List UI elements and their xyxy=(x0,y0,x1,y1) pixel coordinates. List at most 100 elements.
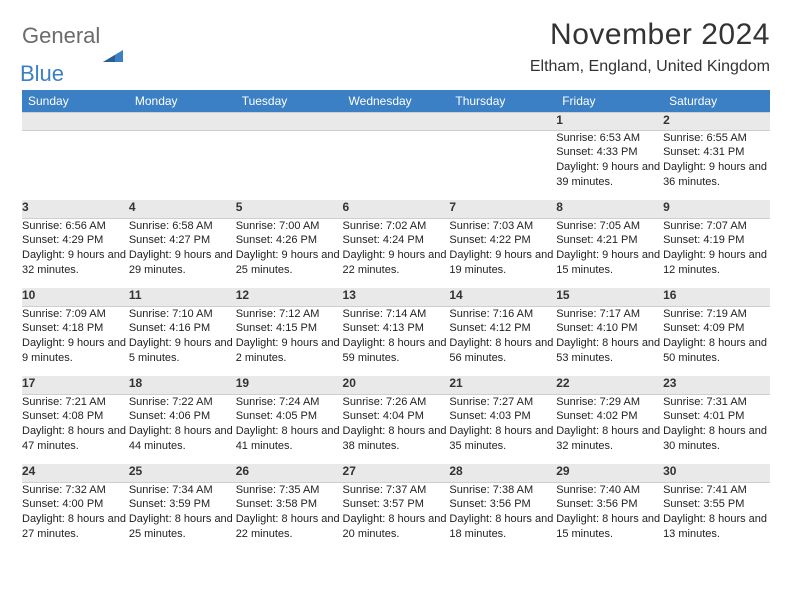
weekday-header: Sunday xyxy=(22,90,129,113)
day-number-cell: 14 xyxy=(449,288,556,306)
day-number-row: 24252627282930 xyxy=(22,464,770,482)
daylight-text: Daylight: 8 hours and 59 minutes. xyxy=(343,336,450,366)
weekday-header: Friday xyxy=(556,90,663,113)
day-number-cell: 16 xyxy=(663,288,770,306)
day-content-cell: Sunrise: 7:37 AMSunset: 3:57 PMDaylight:… xyxy=(343,482,450,552)
day-content-cell xyxy=(449,130,556,200)
sunrise-text: Sunrise: 7:19 AM xyxy=(663,307,770,322)
day-content-cell: Sunrise: 7:40 AMSunset: 3:56 PMDaylight:… xyxy=(556,482,663,552)
day-content-cell: Sunrise: 7:07 AMSunset: 4:19 PMDaylight:… xyxy=(663,218,770,288)
sunrise-text: Sunrise: 7:12 AM xyxy=(236,307,343,322)
daylight-text: Daylight: 9 hours and 25 minutes. xyxy=(236,248,343,278)
daylight-text: Daylight: 9 hours and 29 minutes. xyxy=(129,248,236,278)
daylight-text: Daylight: 9 hours and 2 minutes. xyxy=(236,336,343,366)
day-content-cell: Sunrise: 7:41 AMSunset: 3:55 PMDaylight:… xyxy=(663,482,770,552)
brand-triangle-icon xyxy=(103,46,123,66)
day-number-row: 10111213141516 xyxy=(22,288,770,306)
day-content-cell: Sunrise: 7:05 AMSunset: 4:21 PMDaylight:… xyxy=(556,218,663,288)
day-content-cell: Sunrise: 7:14 AMSunset: 4:13 PMDaylight:… xyxy=(343,306,450,376)
sunrise-text: Sunrise: 7:31 AM xyxy=(663,395,770,410)
sunrise-text: Sunrise: 7:05 AM xyxy=(556,219,663,234)
sunrise-text: Sunrise: 6:58 AM xyxy=(129,219,236,234)
day-number-row: 17181920212223 xyxy=(22,376,770,394)
day-number-cell xyxy=(449,112,556,130)
day-number-cell: 5 xyxy=(236,200,343,218)
daylight-text: Daylight: 8 hours and 30 minutes. xyxy=(663,424,770,454)
sunset-text: Sunset: 4:12 PM xyxy=(449,321,556,336)
daylight-text: Daylight: 9 hours and 19 minutes. xyxy=(449,248,556,278)
sunset-text: Sunset: 4:22 PM xyxy=(449,233,556,248)
sunset-text: Sunset: 4:05 PM xyxy=(236,409,343,424)
sunset-text: Sunset: 4:29 PM xyxy=(22,233,129,248)
day-number-cell xyxy=(236,112,343,130)
day-number-cell: 12 xyxy=(236,288,343,306)
sunset-text: Sunset: 4:24 PM xyxy=(343,233,450,248)
day-number-cell: 7 xyxy=(449,200,556,218)
day-number-cell xyxy=(129,112,236,130)
sunrise-text: Sunrise: 7:29 AM xyxy=(556,395,663,410)
weekday-header: Monday xyxy=(129,90,236,113)
day-number-cell xyxy=(343,112,450,130)
sunset-text: Sunset: 4:00 PM xyxy=(22,497,129,512)
daylight-text: Daylight: 8 hours and 53 minutes. xyxy=(556,336,663,366)
day-content-row: Sunrise: 7:21 AMSunset: 4:08 PMDaylight:… xyxy=(22,394,770,464)
day-number-cell: 2 xyxy=(663,112,770,130)
day-number-cell: 13 xyxy=(343,288,450,306)
sunset-text: Sunset: 3:56 PM xyxy=(556,497,663,512)
day-content-cell: Sunrise: 7:31 AMSunset: 4:01 PMDaylight:… xyxy=(663,394,770,464)
daylight-text: Daylight: 8 hours and 13 minutes. xyxy=(663,512,770,542)
sunset-text: Sunset: 4:08 PM xyxy=(22,409,129,424)
daylight-text: Daylight: 8 hours and 38 minutes. xyxy=(343,424,450,454)
sunrise-text: Sunrise: 7:07 AM xyxy=(663,219,770,234)
daylight-text: Daylight: 9 hours and 22 minutes. xyxy=(343,248,450,278)
daylight-text: Daylight: 8 hours and 25 minutes. xyxy=(129,512,236,542)
sunset-text: Sunset: 4:26 PM xyxy=(236,233,343,248)
day-content-cell: Sunrise: 7:02 AMSunset: 4:24 PMDaylight:… xyxy=(343,218,450,288)
sunset-text: Sunset: 4:02 PM xyxy=(556,409,663,424)
sunrise-text: Sunrise: 6:55 AM xyxy=(663,131,770,146)
day-number-cell: 25 xyxy=(129,464,236,482)
daylight-text: Daylight: 8 hours and 44 minutes. xyxy=(129,424,236,454)
day-content-cell: Sunrise: 7:21 AMSunset: 4:08 PMDaylight:… xyxy=(22,394,129,464)
sunrise-text: Sunrise: 7:41 AM xyxy=(663,483,770,498)
brand-text-general: General xyxy=(22,26,100,46)
sunset-text: Sunset: 4:31 PM xyxy=(663,145,770,160)
location-subtitle: Eltham, England, United Kingdom xyxy=(530,58,770,76)
day-content-cell xyxy=(236,130,343,200)
day-number-cell: 24 xyxy=(22,464,129,482)
daylight-text: Daylight: 8 hours and 27 minutes. xyxy=(22,512,129,542)
sunrise-text: Sunrise: 7:35 AM xyxy=(236,483,343,498)
day-content-cell: Sunrise: 7:09 AMSunset: 4:18 PMDaylight:… xyxy=(22,306,129,376)
daylight-text: Daylight: 9 hours and 9 minutes. xyxy=(22,336,129,366)
sunset-text: Sunset: 3:56 PM xyxy=(449,497,556,512)
sunrise-text: Sunrise: 7:38 AM xyxy=(449,483,556,498)
brand-text-blue: Blue xyxy=(20,64,100,84)
day-number-cell: 8 xyxy=(556,200,663,218)
day-content-row: Sunrise: 7:09 AMSunset: 4:18 PMDaylight:… xyxy=(22,306,770,376)
day-content-cell: Sunrise: 6:56 AMSunset: 4:29 PMDaylight:… xyxy=(22,218,129,288)
sunset-text: Sunset: 4:01 PM xyxy=(663,409,770,424)
sunrise-text: Sunrise: 7:40 AM xyxy=(556,483,663,498)
day-content-cell: Sunrise: 7:35 AMSunset: 3:58 PMDaylight:… xyxy=(236,482,343,552)
daylight-text: Daylight: 8 hours and 32 minutes. xyxy=(556,424,663,454)
daylight-text: Daylight: 8 hours and 18 minutes. xyxy=(449,512,556,542)
sunrise-text: Sunrise: 7:17 AM xyxy=(556,307,663,322)
weekday-header: Saturday xyxy=(663,90,770,113)
brand-logo: General Blue xyxy=(22,18,123,84)
day-number-cell: 23 xyxy=(663,376,770,394)
day-content-cell: Sunrise: 7:26 AMSunset: 4:04 PMDaylight:… xyxy=(343,394,450,464)
sunrise-text: Sunrise: 7:24 AM xyxy=(236,395,343,410)
daylight-text: Daylight: 8 hours and 35 minutes. xyxy=(449,424,556,454)
day-content-cell: Sunrise: 7:27 AMSunset: 4:03 PMDaylight:… xyxy=(449,394,556,464)
daylight-text: Daylight: 8 hours and 22 minutes. xyxy=(236,512,343,542)
day-content-cell: Sunrise: 6:53 AMSunset: 4:33 PMDaylight:… xyxy=(556,130,663,200)
month-title: November 2024 xyxy=(530,18,770,52)
day-content-cell: Sunrise: 6:58 AMSunset: 4:27 PMDaylight:… xyxy=(129,218,236,288)
day-content-cell: Sunrise: 7:17 AMSunset: 4:10 PMDaylight:… xyxy=(556,306,663,376)
title-block: November 2024 Eltham, England, United Ki… xyxy=(530,18,770,76)
day-number-cell: 1 xyxy=(556,112,663,130)
day-content-row: Sunrise: 6:56 AMSunset: 4:29 PMDaylight:… xyxy=(22,218,770,288)
day-content-cell: Sunrise: 7:16 AMSunset: 4:12 PMDaylight:… xyxy=(449,306,556,376)
day-number-cell: 19 xyxy=(236,376,343,394)
daylight-text: Daylight: 8 hours and 41 minutes. xyxy=(236,424,343,454)
